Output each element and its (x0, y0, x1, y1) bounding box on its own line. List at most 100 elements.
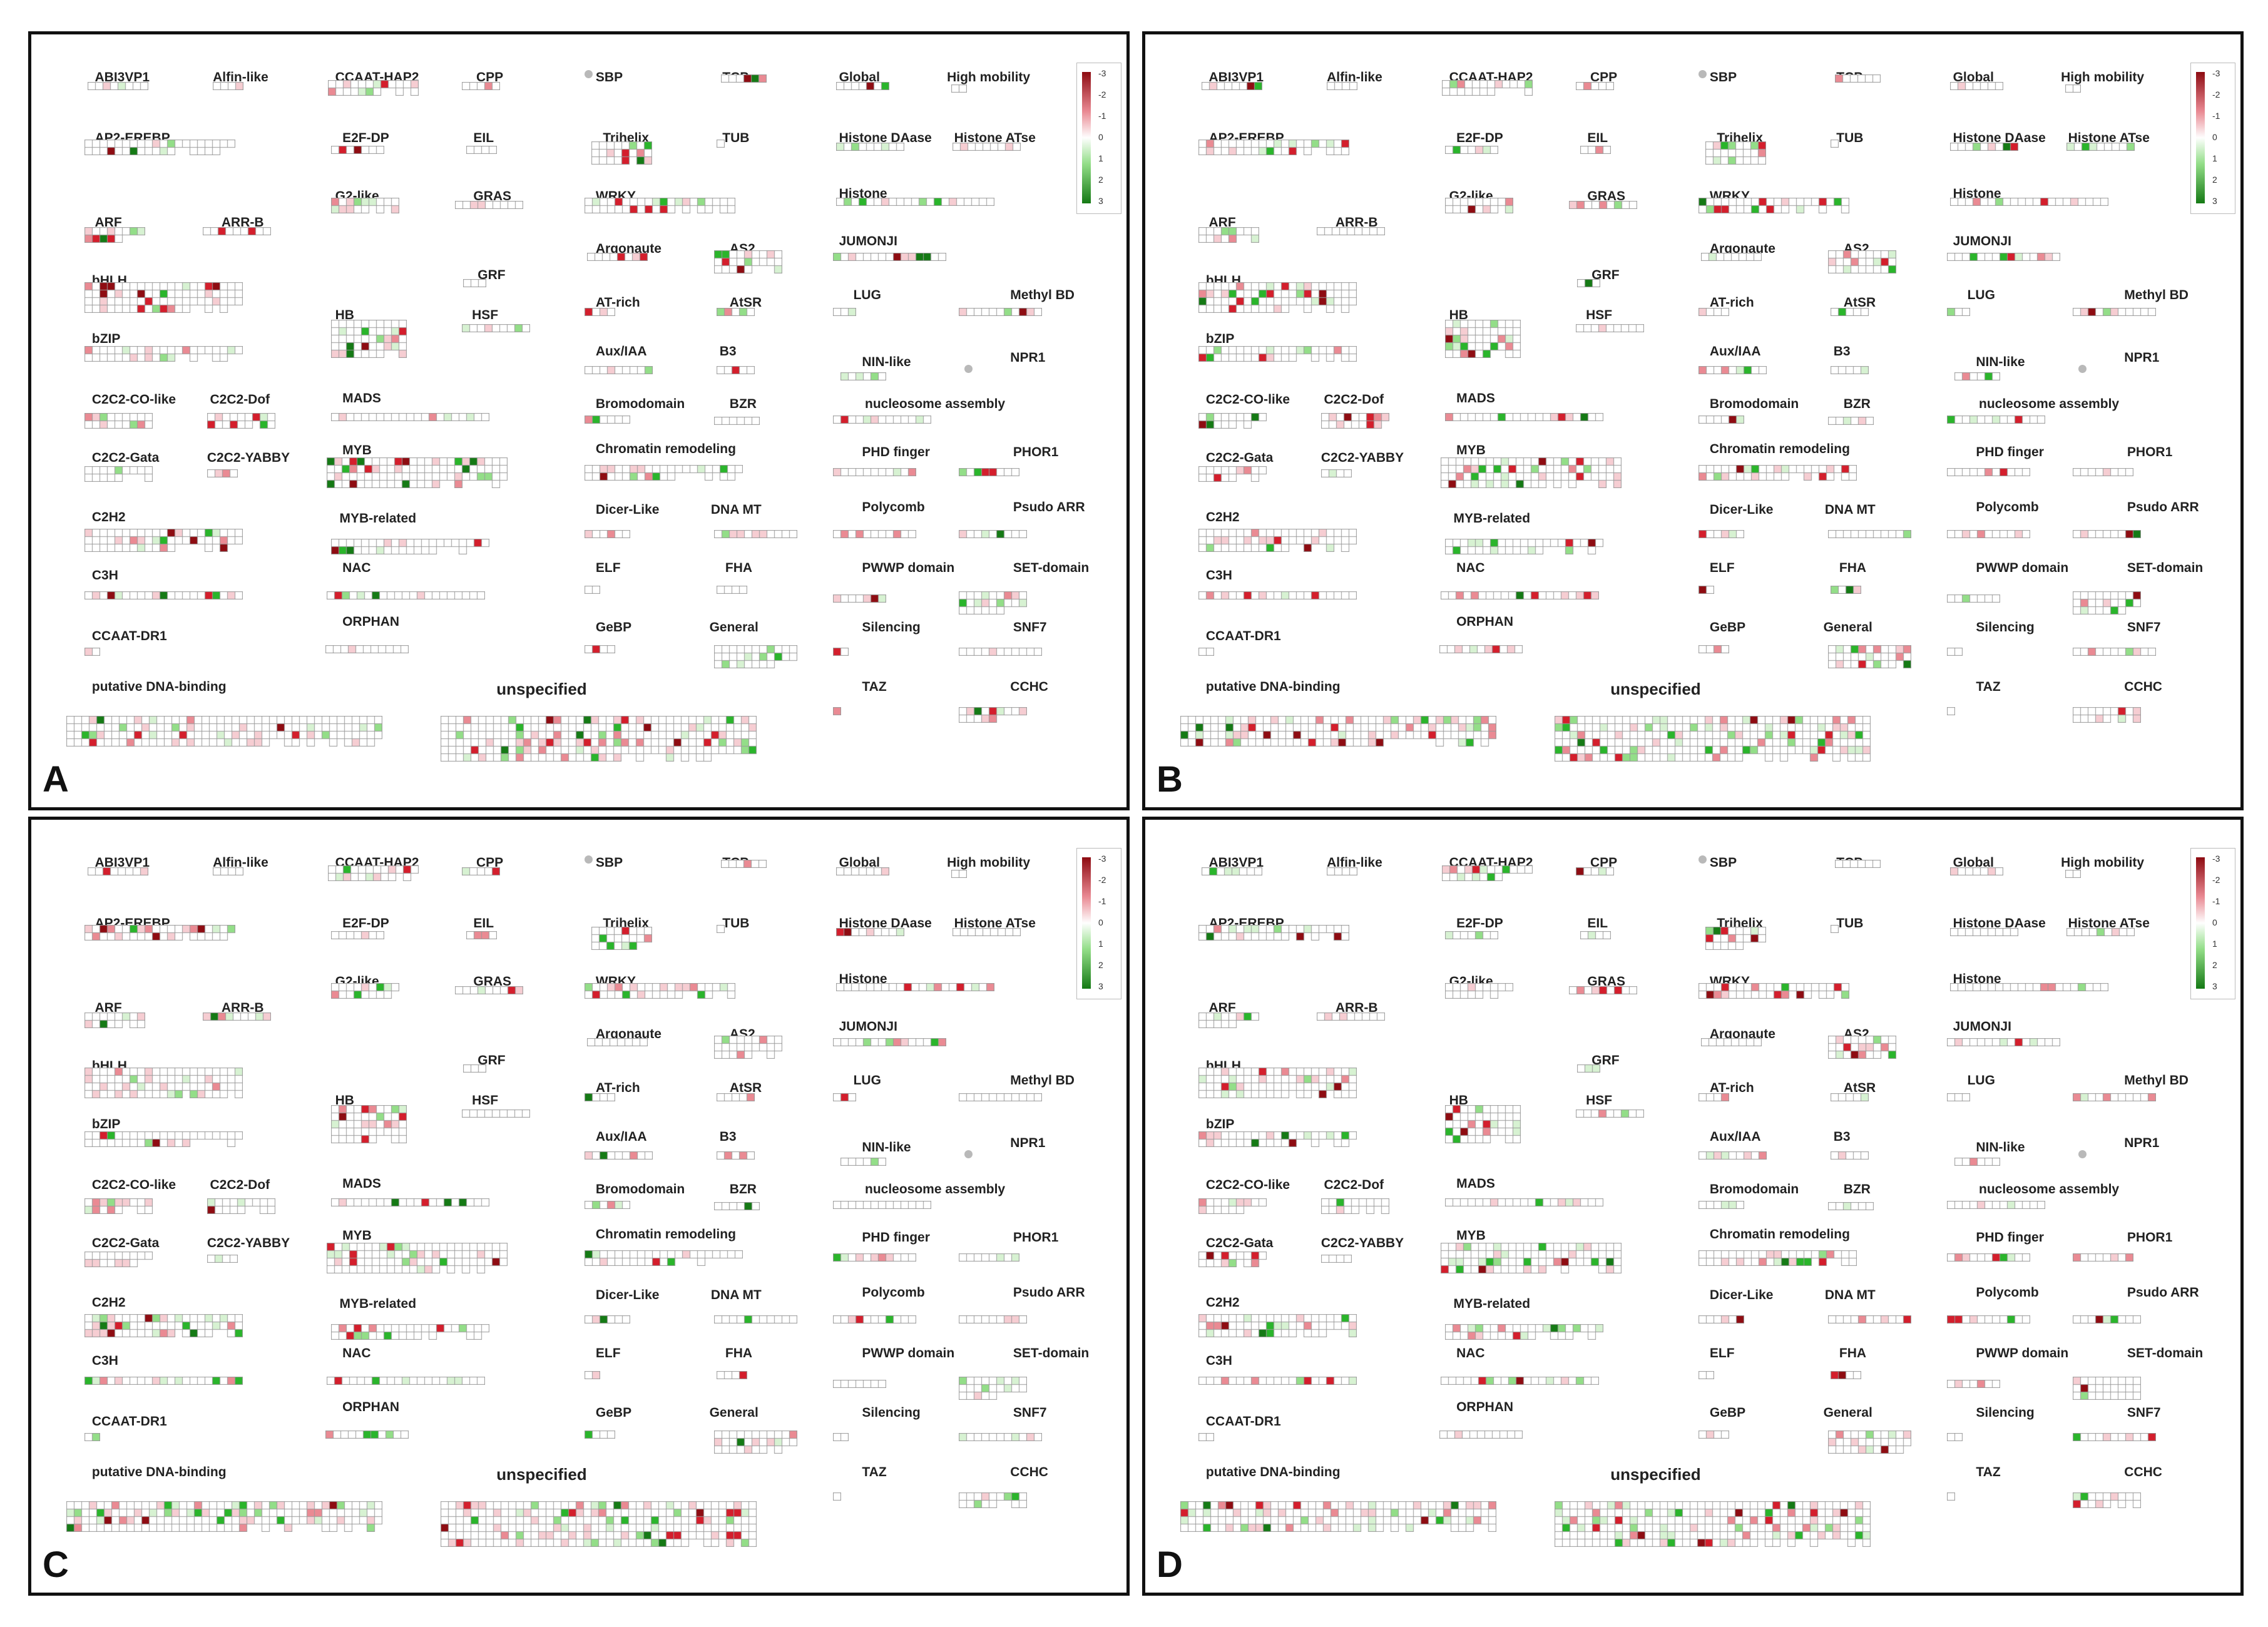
gene-expression-grid (1701, 1038, 1762, 1047)
gene-expression-grid (1705, 141, 1766, 165)
category-label-dna-mt: DNA MT (710, 502, 762, 518)
category-label-high-mobility: High mobility (947, 855, 1031, 870)
category-label-taz: TAZ (862, 1465, 887, 1480)
category-label-histone-daase: Histone DAase (839, 916, 932, 931)
gene-expression-grid (1698, 366, 1767, 375)
gene-expression-grid (1831, 925, 1839, 934)
gene-expression-grid (2072, 530, 2141, 539)
category-label-bzr: BZR (729, 1182, 757, 1196)
gene-expression-grid (584, 585, 600, 594)
gene-expression-grid (207, 1255, 238, 1263)
category-label-b3: B3 (719, 1130, 737, 1145)
gene-expression-grid (1198, 1252, 1267, 1268)
category-label-c2h2: C2H2 (1205, 509, 1240, 524)
gene-expression-grid (1320, 1198, 1389, 1214)
legend-tick-label: 1 (1098, 153, 1103, 163)
gene-expression-grid (84, 648, 101, 656)
gene-expression-grid (713, 1315, 797, 1324)
gene-expression-grid (1580, 931, 1611, 939)
gene-expression-grid (717, 925, 725, 934)
category-label-nac: NAC (342, 1346, 371, 1361)
category-label-cchc: CCHC (1010, 680, 1048, 695)
gene-expression-grid (833, 416, 932, 424)
gene-expression-grid (1317, 1012, 1385, 1021)
category-label-set-domain: SET-domain (2127, 561, 2204, 576)
category-label-hb: HB (335, 1093, 354, 1108)
gene-expression-grid (836, 983, 994, 992)
gene-expression-grid (591, 926, 652, 950)
category-label-polycomb: Polycomb (862, 1285, 925, 1300)
gene-expression-grid (1947, 1315, 2031, 1324)
legend-tick-label: -1 (1098, 111, 1106, 121)
gene-expression-grid (833, 308, 857, 317)
panel-c: ABI3VP1Alfin-likeCCAAT-HAP2CPPSBPTCPGlob… (28, 817, 1130, 1596)
gene-expression-grid (330, 1324, 489, 1340)
gene-expression-grid (84, 1198, 153, 1214)
gene-expression-grid (1947, 1492, 1956, 1501)
category-label-npr1: NPR1 (1010, 350, 1046, 365)
category-label-eil: EIL (473, 131, 494, 146)
gene-expression-grid (713, 1430, 797, 1454)
category-label-argonaute: Argonaute (595, 1026, 662, 1041)
category-label-argonaute: Argonaute (1709, 241, 1775, 256)
category-label-ccaat-dr1: CCAAT-DR1 (1205, 1414, 1281, 1429)
gene-expression-grid (1831, 366, 1869, 375)
gene-expression-grid (84, 1131, 243, 1147)
panel-d: ABI3VP1Alfin-likeCCAAT-HAP2CPPSBPTCPGlob… (1142, 817, 2244, 1596)
category-label-set-domain: SET-domain (2127, 1346, 2204, 1361)
gene-expression-grid (713, 250, 782, 273)
legend-tick-label: 3 (2212, 981, 2217, 991)
category-label-tub: TUB (722, 916, 750, 931)
gene-expression-grid (1954, 1157, 2000, 1166)
grey-dot-icon (2078, 364, 2087, 373)
category-label-hb: HB (1449, 1093, 1468, 1108)
gene-expression-grid (1947, 1379, 2001, 1388)
category-label-c2c2-yabby: C2C2-YABBY (207, 450, 290, 465)
gene-expression-grid (717, 1151, 755, 1160)
gene-expression-grid (1947, 1253, 2031, 1262)
category-label-general: General (1823, 1405, 1872, 1420)
category-label-chromatin-remodeling: Chromatin remodeling (1709, 441, 1850, 456)
gene-expression-grid (833, 1201, 932, 1210)
category-label-global: Global (1953, 855, 1994, 870)
gene-expression-grid (1705, 926, 1766, 950)
grey-dot-icon (964, 1150, 973, 1158)
grey-dot-icon (584, 855, 593, 864)
category-label-e2f-dp: E2F-DP (1456, 131, 1503, 146)
legend-tick-label: 3 (2212, 196, 2217, 206)
legend-tick-label: 2 (1098, 960, 1103, 970)
gene-expression-grid (1835, 74, 1881, 83)
category-label-gras: GRAS (1587, 974, 1626, 989)
gene-expression-grid (207, 1198, 275, 1214)
category-label-c2c2-dof: C2C2-Dof (210, 1178, 270, 1193)
gene-expression-grid (440, 716, 757, 762)
category-label-taz: TAZ (862, 680, 887, 695)
gene-expression-grid (1198, 1198, 1267, 1214)
gene-expression-grid (88, 867, 148, 875)
category-label-lug: LUG (853, 288, 881, 302)
gene-expression-grid (462, 324, 530, 332)
gene-expression-grid (1947, 707, 1956, 716)
category-label-arf: ARF (94, 215, 122, 230)
gene-expression-grid (1180, 1501, 1496, 1533)
category-label-atsr: AtSR (1843, 295, 1876, 310)
category-label-myb: MYB (1456, 1228, 1486, 1243)
category-label-phor1: PHOR1 (1013, 444, 1059, 459)
category-label-c3h: C3H (1205, 1353, 1232, 1368)
category-label-histone-atse: Histone ATse (2068, 131, 2150, 146)
category-label-tub: TUB (722, 131, 750, 146)
category-label-jumonji: JUMONJI (839, 1019, 897, 1034)
category-label-c2c2-yabby: C2C2-YABBY (1320, 1235, 1404, 1250)
category-label-alfin-like: Alfin-like (1327, 70, 1382, 84)
gene-expression-grid (584, 1430, 615, 1439)
gene-expression-grid (2072, 1376, 2141, 1400)
gene-expression-grid (1576, 867, 1614, 875)
gene-expression-grid (833, 648, 849, 656)
gene-expression-grid (463, 1064, 487, 1073)
category-label-silencing: Silencing (1976, 620, 2035, 635)
panel-a: ABI3VP1Alfin-likeCCAAT-HAP2CPPSBPTCPGlob… (28, 31, 1130, 810)
gene-expression-grid (1698, 465, 1857, 481)
gene-expression-grid (326, 591, 485, 599)
category-label-bzr: BZR (729, 397, 757, 411)
category-label-elf: ELF (595, 561, 621, 576)
